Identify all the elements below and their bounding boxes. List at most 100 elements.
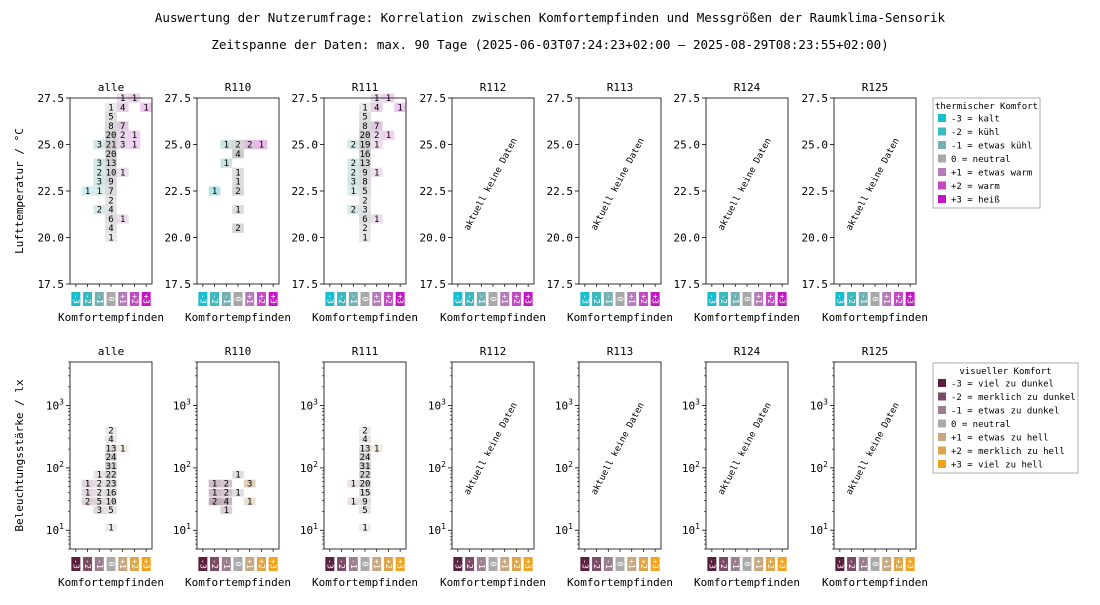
panel-thermal-r111-cell [359, 121, 371, 131]
panel-visual-r111-cell-label: 15 [360, 489, 371, 499]
panel-thermal-alle-cell-label: 20 [106, 131, 117, 141]
panel-thermal-r111-xtick-label: +1 [372, 294, 381, 304]
panel-thermal-r110-xtick-box [198, 292, 208, 306]
panel-thermal-r112-xlabel: Komfortempfinden [440, 311, 546, 324]
panel-visual-r112-xtick-box [523, 557, 533, 571]
legend-visual-entry-label: +1 = etwas zu hell [951, 434, 1049, 444]
panel-thermal-r113-xtick-box [615, 292, 625, 306]
panel-thermal-r111-cell [359, 158, 371, 168]
panel-thermal-alle-cell-label: 20 [106, 150, 117, 160]
panel-thermal-r113-xtick-box [580, 292, 590, 306]
panel-thermal-alle-cell-label: 7 [108, 187, 113, 197]
panel-thermal-r112-xtick-label: 0 [489, 297, 498, 302]
panel-thermal-r110-ytick-label: 22.5 [165, 185, 192, 198]
panel-thermal-r111-cell [359, 186, 371, 196]
panel-thermal-alle-title: alle [98, 81, 125, 94]
panel-visual-r113-xtick-box [603, 557, 613, 571]
panel-thermal-r110-ytick-label: 17.5 [165, 278, 192, 291]
panel-thermal-alle-cell-label: 10 [106, 168, 117, 178]
panel-thermal-r110-cell-label: 1 [259, 141, 264, 151]
panel-visual-r124-no-data-label: aktuell keine Daten [717, 401, 774, 497]
panel-thermal-r124-xtick-label: -1 [731, 294, 740, 304]
panel-thermal-r110-cell [220, 139, 233, 150]
panel-visual-r111-cell [359, 435, 371, 443]
panel-thermal-alle-cell [116, 214, 129, 224]
panel-thermal-r125-xtick-label: -2 [847, 294, 856, 304]
panel-thermal-r125-xtick-label: -3 [835, 294, 844, 304]
panel-visual-alle-xtick-box [141, 557, 151, 571]
panel-visual-r124-ytick-label: 103 [682, 398, 700, 413]
legend-thermal-entry-label: -2 = kühl [951, 128, 1000, 138]
panel-thermal-r111-xtick-box [372, 292, 382, 306]
panel-thermal-alle-xtick-box [83, 292, 93, 306]
panel-thermal-r111-xtick-box [395, 292, 405, 306]
panel-visual-r111-xtick-label: 0 [361, 562, 370, 567]
panel-visual-r110-cell [208, 497, 221, 506]
panel-thermal-alle-cell [105, 149, 117, 159]
panel-visual-r110-cell-label: 2 [224, 489, 229, 499]
panel-thermal-r111-cell-label: 5 [362, 187, 367, 197]
panel-thermal-r110-cell-label: 1 [235, 168, 240, 178]
panel-thermal-r125-ytick-label: 25.0 [802, 139, 829, 152]
panel-thermal-r110-xtick-label: -3 [198, 294, 207, 304]
panel-thermal-alle-cell [116, 167, 129, 178]
legend-thermal-swatch [938, 168, 946, 176]
panel-visual-r111-cell-label: 22 [360, 471, 371, 481]
panel-visual-r124-xlabel: Komfortempfinden [694, 576, 800, 589]
panel-thermal-alle-cell-label: 1 [120, 94, 125, 104]
panel-thermal-r125-xtick-label: +3 [906, 294, 915, 304]
panel-visual-r111-cell [359, 523, 371, 532]
panel-thermal-r111-cell-label: 3 [351, 178, 356, 188]
panel-visual-r125-xtick-label: -1 [859, 559, 868, 569]
panel-visual-r111-xtick-label: +3 [396, 559, 405, 569]
panel-visual-alle-xlabel: Komfortempfinden [58, 576, 164, 589]
panel-visual-r113-xtick-box [627, 557, 637, 571]
panel-thermal-r110-xtick-label: -2 [210, 294, 219, 304]
panel-thermal-r124-ytick-label: 27.5 [674, 92, 701, 105]
panel-thermal-r111-cell-label: 8 [362, 122, 367, 132]
panel-visual-alle-cell-label: 2 [108, 426, 113, 436]
panel-thermal-alle-cell [116, 139, 129, 150]
panel-thermal-alle-cell [116, 130, 129, 140]
panel-visual-alle-xtick-box [71, 557, 81, 571]
panel-visual-r124-xtick-box [777, 557, 787, 571]
panel-visual-alle-cell [105, 426, 117, 435]
panel-visual-r113-xtick-label: -3 [580, 559, 589, 569]
panel-thermal-r111-cell [359, 204, 371, 215]
panel-thermal-r113-ytick-label: 22.5 [547, 185, 574, 198]
panel-thermal-alle-xtick-label: +2 [130, 294, 139, 304]
panel-visual-r125-xtick-box [905, 557, 915, 571]
panel-thermal-alle-cell-label: 2 [120, 131, 125, 141]
panel-thermal-r111-cell-label: 1 [374, 215, 379, 225]
panel-thermal-r125-ytick-label: 20.0 [802, 232, 829, 245]
panel-visual-r110-title: R110 [225, 345, 252, 358]
panel-thermal-r125-ytick-label: 17.5 [802, 278, 829, 291]
panel-visual-r111-ytick-label: 101 [300, 522, 318, 537]
panel-thermal-alle-ylabel: Lufttemperatur / °C [13, 128, 26, 254]
panel-visual-r112-ytick-label: 102 [428, 460, 446, 475]
panel-thermal-alle-cell [105, 186, 117, 196]
panel-thermal-r110-cell [232, 167, 244, 178]
panel-thermal-r111-cell-label: 1 [397, 103, 402, 113]
panel-visual-alle-cell-label: 5 [97, 497, 102, 507]
panel-visual-alle-cell-label: 10 [106, 497, 117, 507]
panel-thermal-r110-cell-label: 2 [247, 141, 252, 151]
panel-thermal-alle-cell [128, 139, 141, 150]
panel-thermal-r111-cell [382, 130, 395, 140]
panel-visual-r125-xtick-label: +3 [906, 559, 915, 569]
panel-visual-alle-cell [105, 444, 117, 453]
panel-thermal-r111-title: R111 [352, 81, 379, 94]
panel-visual-alle-cell [81, 488, 94, 497]
panel-thermal-r111-xtick-box [383, 292, 393, 306]
panel-visual-r110-ytick-label: 102 [173, 460, 191, 475]
legend-visual-entry-label: -2 = merklich zu dunkel [951, 393, 1076, 403]
panel-thermal-r124-xtick-label: +3 [778, 294, 787, 304]
panel-visual-r113-xtick-label: +3 [651, 559, 660, 569]
panel-visual-r110-cell-label: 4 [224, 497, 229, 507]
panel-thermal-r113-title: R113 [607, 81, 634, 94]
panel-thermal-r124-ytick-label: 17.5 [674, 278, 701, 291]
panel-thermal-r111-cell-label: 4 [374, 103, 379, 113]
panel-thermal-r111-cell [359, 139, 371, 150]
panel-thermal-r124-xtick-label: +2 [766, 294, 775, 304]
